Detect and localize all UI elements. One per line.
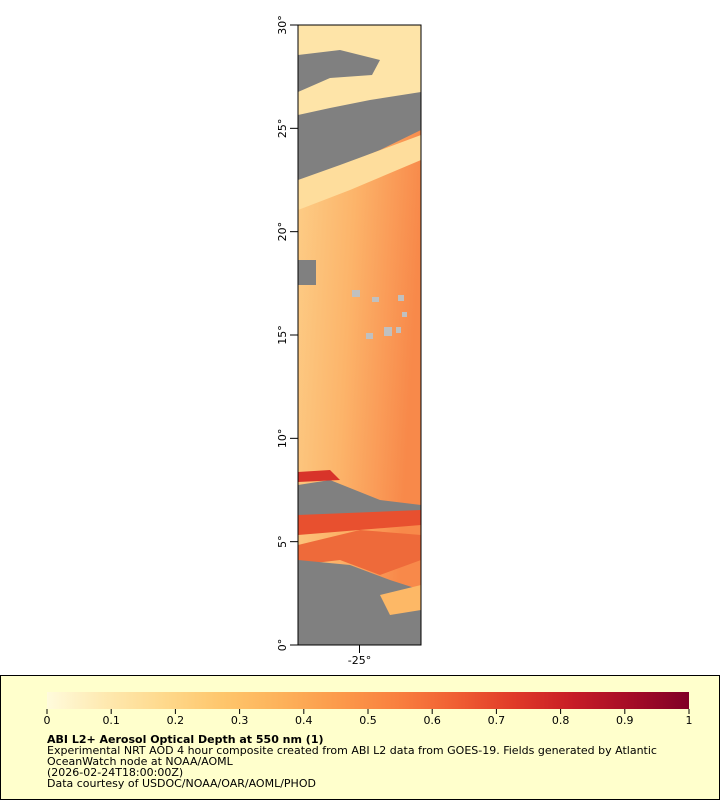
legend-line: (2026-02-24T18:00:00Z) — [47, 766, 183, 779]
y-tick-label: 20° — [276, 222, 289, 242]
colorbar-tick-label: 0.5 — [359, 714, 377, 727]
colorbar: 0 0.1 0.2 0.3 0.4 0.5 0.6 0.7 0.8 0.9 1 — [44, 692, 693, 727]
y-tick-label: 25° — [276, 119, 289, 139]
y-tick-label: 30° — [276, 15, 289, 35]
y-tick-label: 15° — [276, 325, 289, 345]
colorbar-ramp — [47, 692, 689, 709]
legend-title: ABI L2+ Aerosol Optical Depth at 550 nm … — [47, 733, 324, 746]
colorbar-tick-label: 1 — [686, 714, 693, 727]
colorbar-tick-label: 0.3 — [231, 714, 249, 727]
colorbar-tick-label: 0.8 — [552, 714, 570, 727]
y-tick-label: 5° — [276, 535, 289, 548]
legend-line: OceanWatch node at NOAA/AOML — [47, 755, 234, 768]
colorbar-tick-label: 0.7 — [488, 714, 506, 727]
legend-line: Data courtesy of USDOC/NOAA/OAR/AOML/PHO… — [47, 777, 316, 790]
colorbar-tick-label: 0.4 — [295, 714, 313, 727]
colorbar-tick-label: 0 — [44, 714, 51, 727]
colorbar-tick-label: 0.1 — [102, 714, 120, 727]
colorbar-tick-label: 0.6 — [423, 714, 441, 727]
colorbar-tick-label: 0.2 — [167, 714, 185, 727]
aod-raster — [298, 25, 421, 645]
x-tick-label: -25° — [348, 654, 371, 667]
y-tick-label: 0° — [276, 639, 289, 652]
colorbar-tick-label: 0.9 — [616, 714, 634, 727]
y-tick-label: 10° — [276, 429, 289, 449]
axes: 0° 5° 10° 15° 20° 25° 30° -25° — [276, 15, 371, 667]
legend-line: Experimental NRT AOD 4 hour composite cr… — [47, 744, 657, 757]
